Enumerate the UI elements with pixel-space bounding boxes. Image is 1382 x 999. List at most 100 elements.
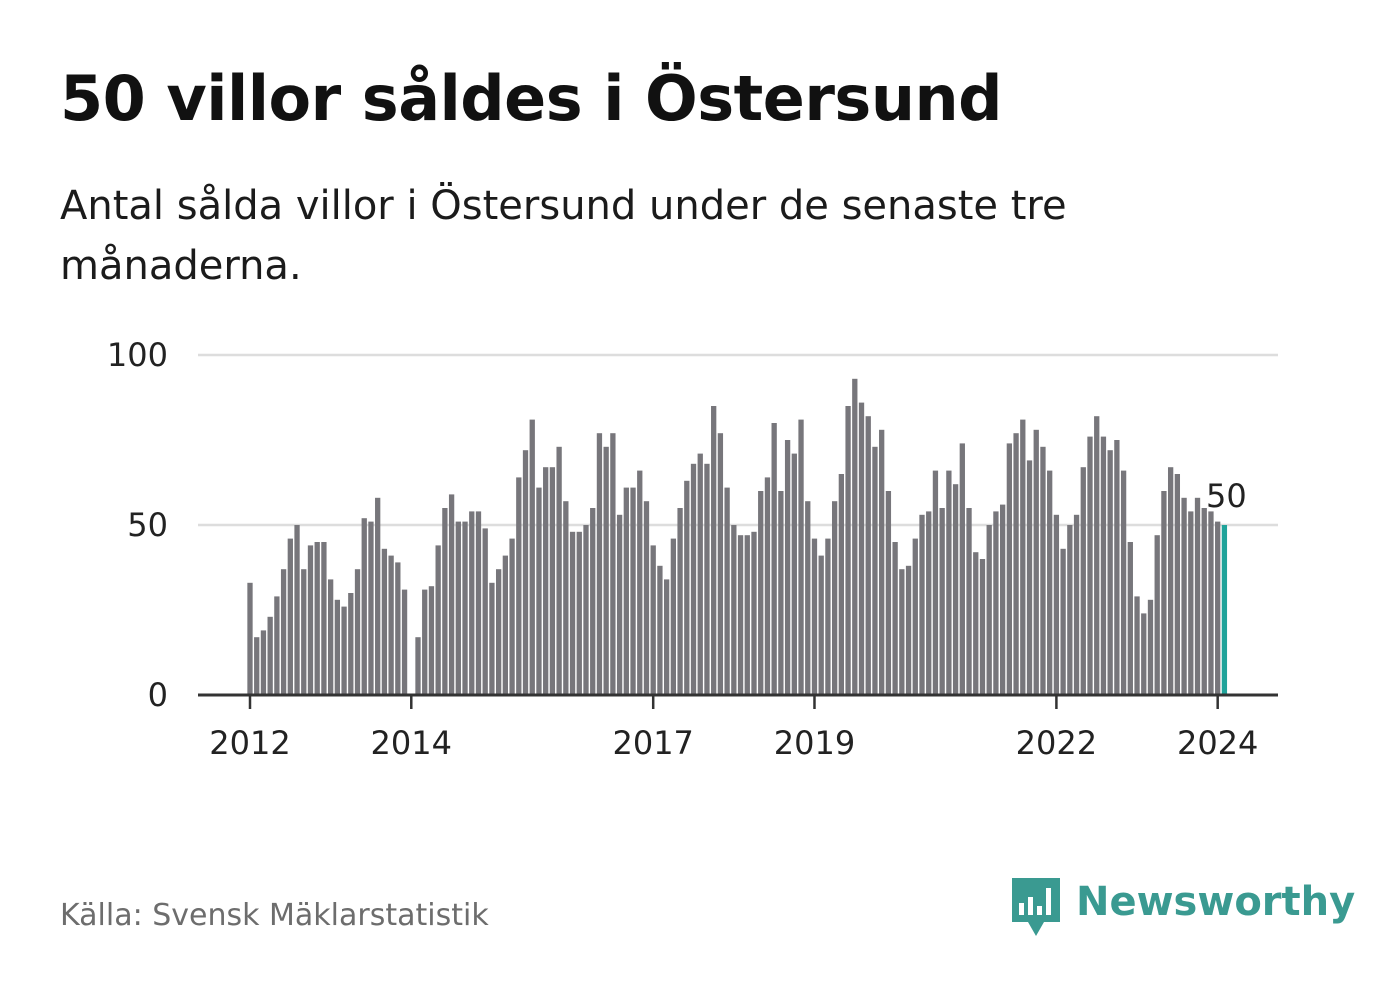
bar [737,535,744,695]
bar [1208,511,1214,695]
bar [966,508,972,695]
bar [879,429,885,695]
bar [798,419,804,695]
bar [1215,521,1221,695]
bar [1127,542,1133,695]
bar [327,579,334,695]
data-labels: 50 [1206,477,1247,515]
bar [663,579,670,695]
bar [845,406,851,695]
bar [1080,467,1086,695]
y-tick-label: 0 [148,676,168,714]
bar-latest [1221,525,1228,695]
bar [603,446,609,695]
brand-logo: Newsworthy [1010,876,1355,940]
bar [388,555,394,695]
bar [1067,525,1073,695]
bars [247,378,1228,695]
newsworthy-bar-chart-icon [1012,878,1060,936]
bar [1114,440,1120,695]
bar [986,525,992,695]
bar [1201,508,1207,695]
bar [999,504,1006,695]
bar [462,521,468,695]
bar [536,487,542,695]
bar [858,402,865,695]
bar [979,559,986,695]
bar [784,440,791,695]
brand-name: Newsworthy [1076,879,1356,925]
bar [1094,416,1100,695]
bar [1006,443,1013,695]
bar [442,508,448,695]
bar [583,525,589,695]
bar [657,565,663,695]
bar [1073,514,1080,695]
bar [838,474,845,695]
bar [543,467,549,695]
bar [287,538,293,695]
bar [1174,474,1181,695]
bar [247,582,253,695]
bar [354,569,361,695]
bar [697,453,703,695]
bar [899,569,905,695]
bar [260,630,267,695]
bar [596,433,603,695]
bar [489,582,495,695]
bar [939,508,945,695]
bar [516,477,522,695]
bar [818,555,824,695]
bar [717,433,724,695]
x-tick-label: 2019 [774,724,855,762]
bar [825,538,831,695]
bar [771,423,777,695]
y-tick-label: 100 [107,336,168,374]
bar [1161,491,1167,695]
bar [610,433,616,695]
source-note: Källa: Svensk Mäklarstatistik [60,898,489,933]
bar [724,487,730,695]
bar [576,531,582,695]
bar [711,406,717,695]
bar [274,596,280,695]
bar [1154,535,1160,695]
bar [495,569,502,695]
bar [637,470,643,695]
bar [1100,436,1107,695]
bar [361,518,367,695]
bar [650,545,656,695]
bar [758,491,764,695]
bar [865,416,871,695]
bar [677,508,683,695]
bar [1033,429,1039,695]
bar [919,514,925,695]
bar [1134,596,1140,695]
bar [395,562,401,695]
bar [301,569,307,695]
bar [778,491,784,695]
bar [811,538,818,695]
bar [1120,470,1127,695]
bar [973,552,979,695]
bar [435,545,441,695]
x-tick-label: 2014 [371,724,452,762]
bar [926,511,932,695]
bar [1181,497,1187,695]
bar [1047,470,1053,695]
bar [314,542,320,695]
bar [1026,460,1033,695]
bar [254,637,260,695]
bar [885,491,892,695]
bar [428,586,435,695]
bar [751,531,757,695]
bar [791,453,797,695]
bar [569,531,576,695]
bar [401,589,408,695]
bar [684,480,690,695]
bar [670,538,677,695]
chart-subtitle: Antal sålda villor i Östersund under de … [60,183,1067,289]
bar [307,545,314,695]
bar [341,606,347,695]
